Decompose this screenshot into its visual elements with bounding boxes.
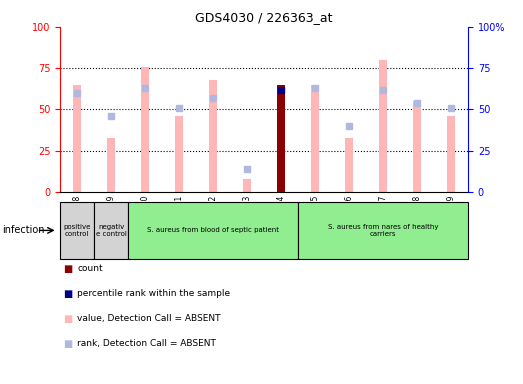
Bar [413,101,422,192]
Text: value, Detection Call = ABSENT: value, Detection Call = ABSENT [77,314,221,323]
Bar [311,85,320,192]
Bar [447,116,456,192]
Bar [345,137,354,192]
Bar [243,179,252,192]
Text: infection: infection [3,225,45,235]
Text: ■: ■ [63,339,72,349]
Title: GDS4030 / 226363_at: GDS4030 / 226363_at [196,11,333,24]
Bar [141,66,150,192]
Bar [277,85,286,192]
Text: positive
control: positive control [63,224,91,237]
Bar [128,202,298,259]
Bar [107,137,116,192]
Text: count: count [77,264,103,273]
Bar [60,202,94,259]
Bar [298,202,468,259]
Text: S. aureus from blood of septic patient: S. aureus from blood of septic patient [147,227,279,233]
Bar [175,116,184,192]
Text: negativ
e control: negativ e control [96,224,127,237]
Bar [209,80,218,192]
Text: ■: ■ [63,289,72,299]
Text: ■: ■ [63,314,72,324]
Bar [379,60,388,192]
Text: S. aureus from nares of healthy
carriers: S. aureus from nares of healthy carriers [328,224,438,237]
Text: rank, Detection Call = ABSENT: rank, Detection Call = ABSENT [77,339,217,348]
Bar [94,202,128,259]
Text: ■: ■ [63,264,72,274]
Text: percentile rank within the sample: percentile rank within the sample [77,289,231,298]
Bar [73,85,82,192]
